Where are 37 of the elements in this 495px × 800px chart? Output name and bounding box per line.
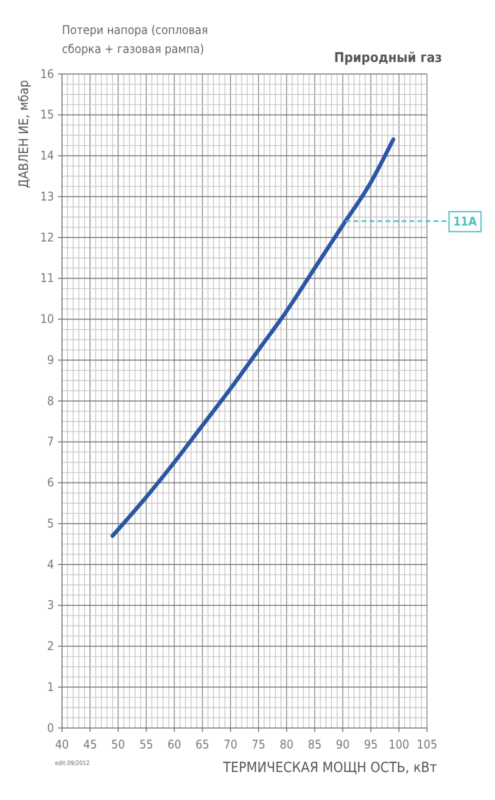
y-tick-label: 5 — [47, 516, 54, 530]
y-tick-label: 9 — [47, 352, 54, 367]
y-tick-label: 12 — [40, 230, 54, 244]
y-tick-label: 13 — [40, 189, 54, 204]
x-tick-label: 75 — [252, 738, 266, 752]
x-axis-title: ТЕРМИЧЕСКАЯ МОЩН ОСТЬ, кВт — [222, 760, 437, 776]
y-tick-label: 16 — [40, 66, 54, 81]
chart-title: Потери напора (сопловая сборка + газовая рампа) — [62, 23, 208, 56]
y-tick-label: 6 — [47, 476, 54, 490]
x-tick-label: 50 — [111, 738, 126, 752]
x-tick-label: 60 — [167, 738, 182, 752]
x-tick-label: 40 — [55, 738, 69, 752]
x-tick-label: 105 — [416, 738, 438, 752]
y-tick-label: 10 — [40, 312, 54, 326]
x-tick-label: 90 — [336, 738, 350, 752]
ref-line-label: 11A — [453, 214, 478, 229]
y-tick-label: 0 — [47, 720, 54, 735]
x-tick-label: 85 — [308, 738, 322, 752]
y-tick-label: 8 — [47, 394, 54, 408]
y-tick-label: 14 — [40, 148, 54, 163]
x-tick-label: 55 — [139, 738, 154, 752]
chart-subtitle: Природный газ — [334, 50, 442, 66]
y-axis-title: ДАВЛЕН ИЕ, мбар — [17, 80, 32, 188]
x-tick-label: 95 — [364, 738, 378, 752]
y-tick-label: 1 — [47, 680, 54, 694]
x-tick-label: 65 — [196, 738, 210, 752]
y-tick-label: 3 — [47, 598, 54, 612]
x-tick-label: 70 — [224, 738, 238, 752]
x-tick-label: 45 — [83, 738, 97, 752]
y-tick-label: 7 — [47, 434, 54, 449]
line-series — [110, 137, 396, 538]
y-tick-label: 15 — [40, 108, 54, 122]
y-tick-label: 2 — [47, 639, 54, 654]
x-tick-label: 100 — [388, 738, 410, 752]
x-tick-label: 80 — [280, 738, 294, 752]
y-tick-label: 11 — [40, 271, 54, 286]
y-tick-label: 4 — [47, 557, 54, 572]
